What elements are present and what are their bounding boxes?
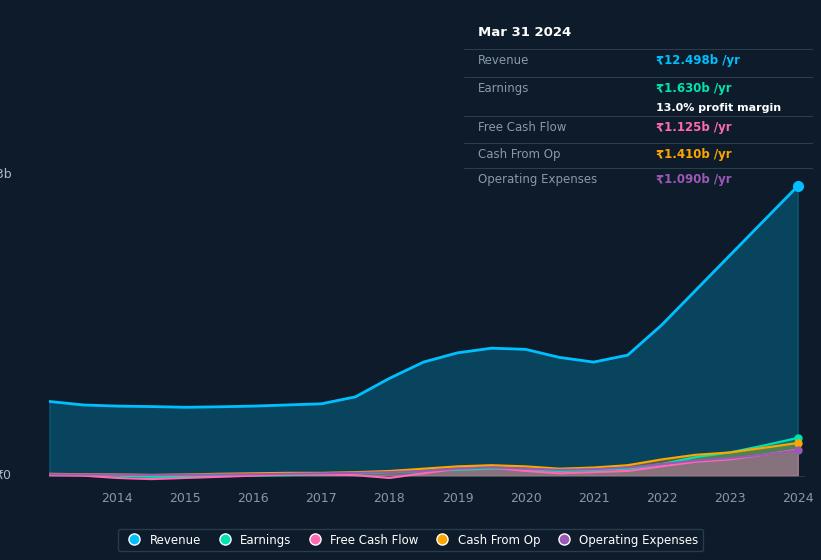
Text: Operating Expenses: Operating Expenses — [478, 172, 597, 185]
Text: ₹0: ₹0 — [0, 469, 11, 482]
Text: ₹1.090b /yr: ₹1.090b /yr — [656, 172, 732, 185]
Text: ₹12.498b /yr: ₹12.498b /yr — [656, 54, 740, 67]
Text: Revenue: Revenue — [478, 54, 530, 67]
Text: ₹13b: ₹13b — [0, 168, 11, 181]
Legend: Revenue, Earnings, Free Cash Flow, Cash From Op, Operating Expenses: Revenue, Earnings, Free Cash Flow, Cash … — [118, 529, 703, 551]
Text: ₹1.125b /yr: ₹1.125b /yr — [656, 122, 732, 134]
Text: Earnings: Earnings — [478, 82, 530, 95]
Text: Free Cash Flow: Free Cash Flow — [478, 122, 566, 134]
Text: ₹1.410b /yr: ₹1.410b /yr — [656, 148, 732, 161]
Text: Mar 31 2024: Mar 31 2024 — [478, 26, 571, 39]
Text: ₹1.630b /yr: ₹1.630b /yr — [656, 82, 732, 95]
Text: Cash From Op: Cash From Op — [478, 148, 560, 161]
Text: 13.0% profit margin: 13.0% profit margin — [656, 103, 781, 113]
